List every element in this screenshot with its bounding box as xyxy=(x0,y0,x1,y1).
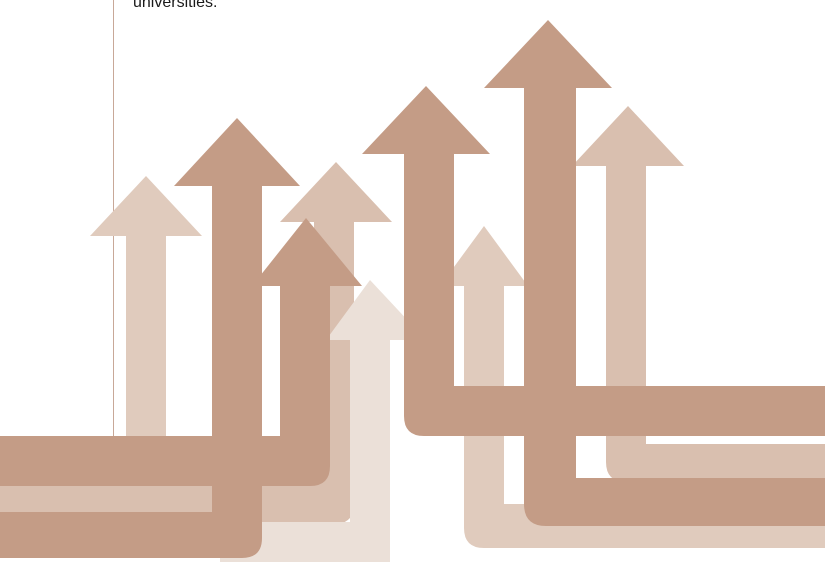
arrow-dark-center xyxy=(362,86,825,436)
arrow-pale-foreground xyxy=(220,280,426,562)
body-text-fragment: universities. xyxy=(133,0,218,11)
arrow-dark-middle xyxy=(0,218,362,486)
arrow-dark-tallest xyxy=(484,20,825,526)
arrow-light-left xyxy=(0,176,202,506)
